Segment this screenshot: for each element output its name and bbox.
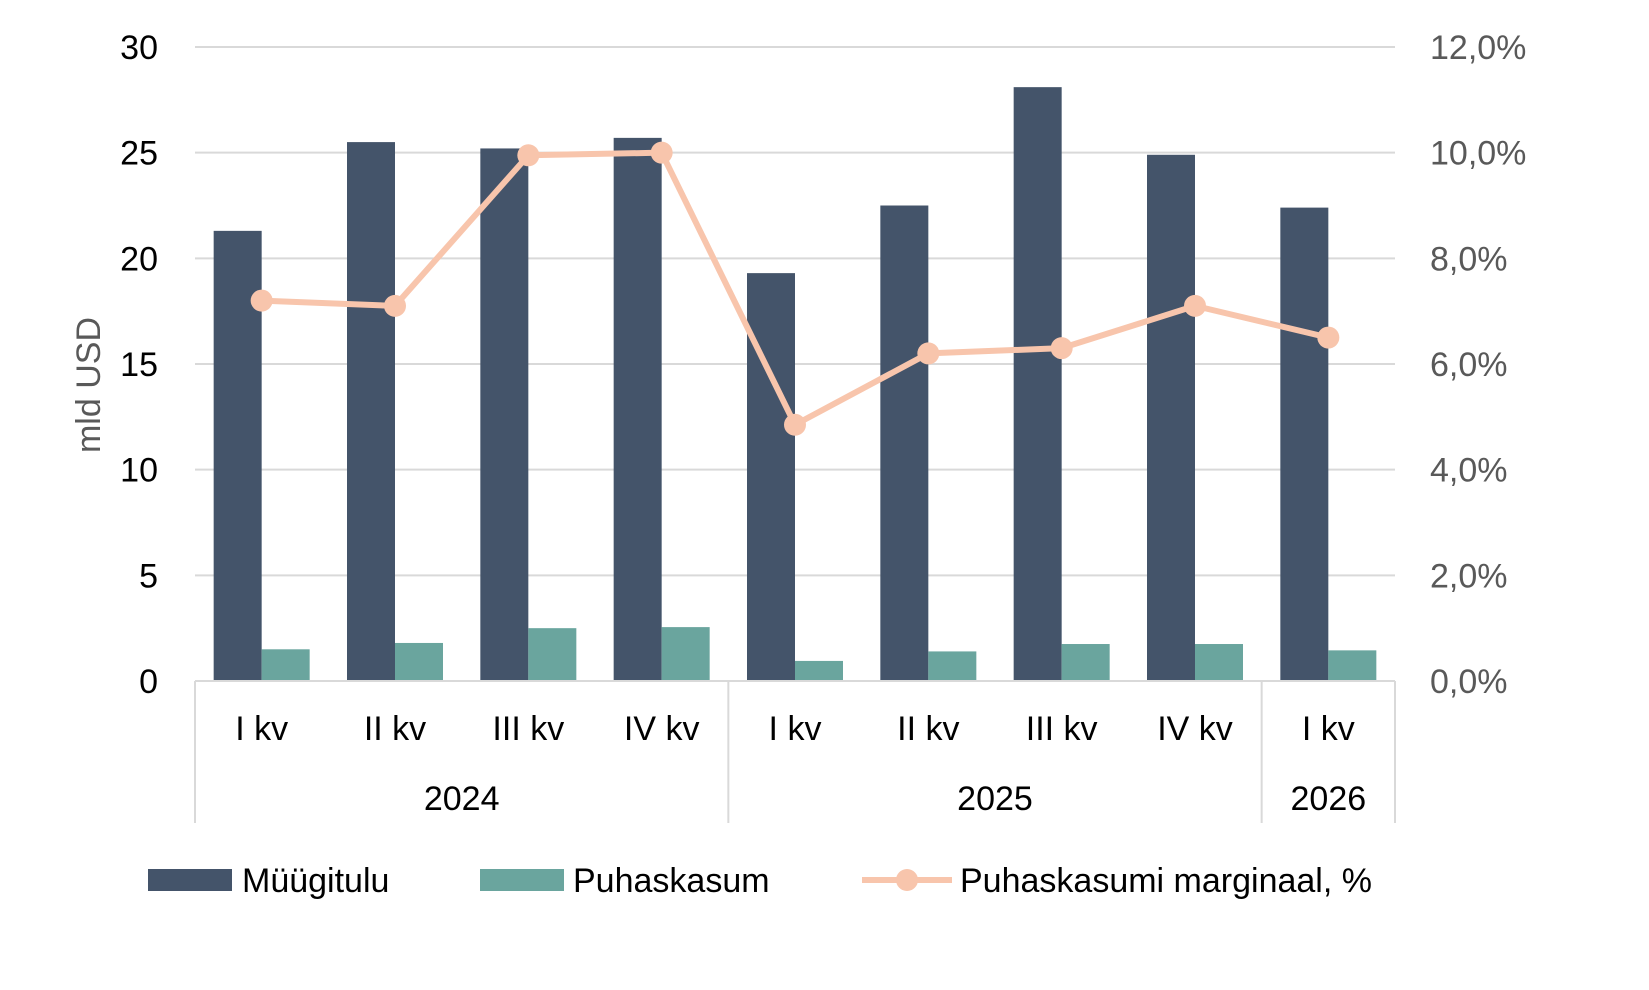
year-label: 2025 bbox=[957, 780, 1033, 818]
y-tick-label: 5 bbox=[139, 557, 158, 595]
legend-label: Puhaskasumi marginaal, % bbox=[960, 862, 1372, 900]
y2-tick-label: 8,0% bbox=[1430, 240, 1508, 278]
year-label: 2026 bbox=[1291, 780, 1367, 818]
x-tick-label: I kv bbox=[235, 710, 288, 748]
y2-tick-label: 0,0% bbox=[1430, 663, 1508, 701]
legend-swatch-marker bbox=[896, 869, 918, 891]
x-tick-label: I kv bbox=[769, 710, 822, 748]
y2-tick-label: 12,0% bbox=[1430, 29, 1526, 67]
bar-muugitulu bbox=[347, 142, 395, 682]
bar-muugitulu bbox=[1147, 154, 1195, 681]
legend-swatch bbox=[148, 869, 232, 891]
x-tick-label: IV kv bbox=[1157, 710, 1233, 748]
x-tick-label: III kv bbox=[1026, 710, 1098, 748]
bar-muugitulu bbox=[613, 137, 662, 681]
legend-label: Puhaskasum bbox=[573, 862, 770, 900]
bar-puhaskasum bbox=[661, 627, 710, 681]
y-tick-label: 30 bbox=[120, 29, 158, 67]
line-point bbox=[1184, 294, 1206, 317]
y-tick-label: 25 bbox=[120, 135, 158, 173]
x-tick-label: II kv bbox=[364, 710, 426, 748]
bars bbox=[213, 87, 1377, 682]
y2-tick-label: 4,0% bbox=[1430, 452, 1508, 490]
line-point bbox=[917, 342, 940, 365]
bar-muugitulu bbox=[480, 148, 529, 681]
y-tick-label: 20 bbox=[120, 240, 158, 278]
y-axis-label: mld USD bbox=[70, 317, 108, 453]
legend-swatch bbox=[480, 869, 564, 891]
y2-tick-label: 2,0% bbox=[1430, 557, 1508, 595]
line-point bbox=[517, 144, 540, 167]
margin-line bbox=[250, 141, 1340, 436]
x-tick-label: IV kv bbox=[624, 710, 700, 748]
x-tick-label: I kv bbox=[1302, 710, 1355, 748]
line-point bbox=[1317, 326, 1340, 349]
year-label: 2024 bbox=[424, 780, 500, 818]
bar-puhaskasum bbox=[795, 660, 843, 681]
x-tick-label: II kv bbox=[897, 710, 959, 748]
bar-puhaskasum bbox=[1061, 644, 1110, 681]
line-point bbox=[1050, 337, 1073, 360]
bar-puhaskasum bbox=[261, 649, 310, 681]
y-tick-label: 10 bbox=[120, 452, 158, 490]
y-tick-label: 15 bbox=[120, 346, 158, 384]
y-tick-label: 0 bbox=[139, 663, 158, 701]
line-point bbox=[384, 294, 406, 317]
bar-puhaskasum bbox=[1195, 644, 1243, 681]
legend-label: Müügitulu bbox=[242, 862, 389, 900]
x-tick-label: III kv bbox=[492, 710, 564, 748]
bar-puhaskasum bbox=[395, 642, 443, 681]
bar-muugitulu bbox=[880, 205, 929, 681]
line-point bbox=[250, 289, 273, 312]
bar-muugitulu bbox=[747, 273, 795, 681]
y2-tick-label: 10,0% bbox=[1430, 135, 1526, 173]
legend: Müügitulu Puhaskasum Puhaskasumi marginaal… bbox=[148, 862, 1372, 900]
y2-tick-label: 6,0% bbox=[1430, 346, 1508, 384]
bar-puhaskasum bbox=[1328, 650, 1377, 681]
line-point bbox=[784, 413, 806, 436]
axes: 0510152025300,0%2,0%4,0%6,0%8,0%10,0%12,… bbox=[120, 29, 1526, 823]
bar-puhaskasum bbox=[528, 628, 577, 681]
bar-muugitulu bbox=[1280, 207, 1329, 681]
bar-muugitulu bbox=[1013, 87, 1062, 682]
line-point bbox=[650, 141, 673, 164]
bar-puhaskasum bbox=[928, 651, 977, 681]
